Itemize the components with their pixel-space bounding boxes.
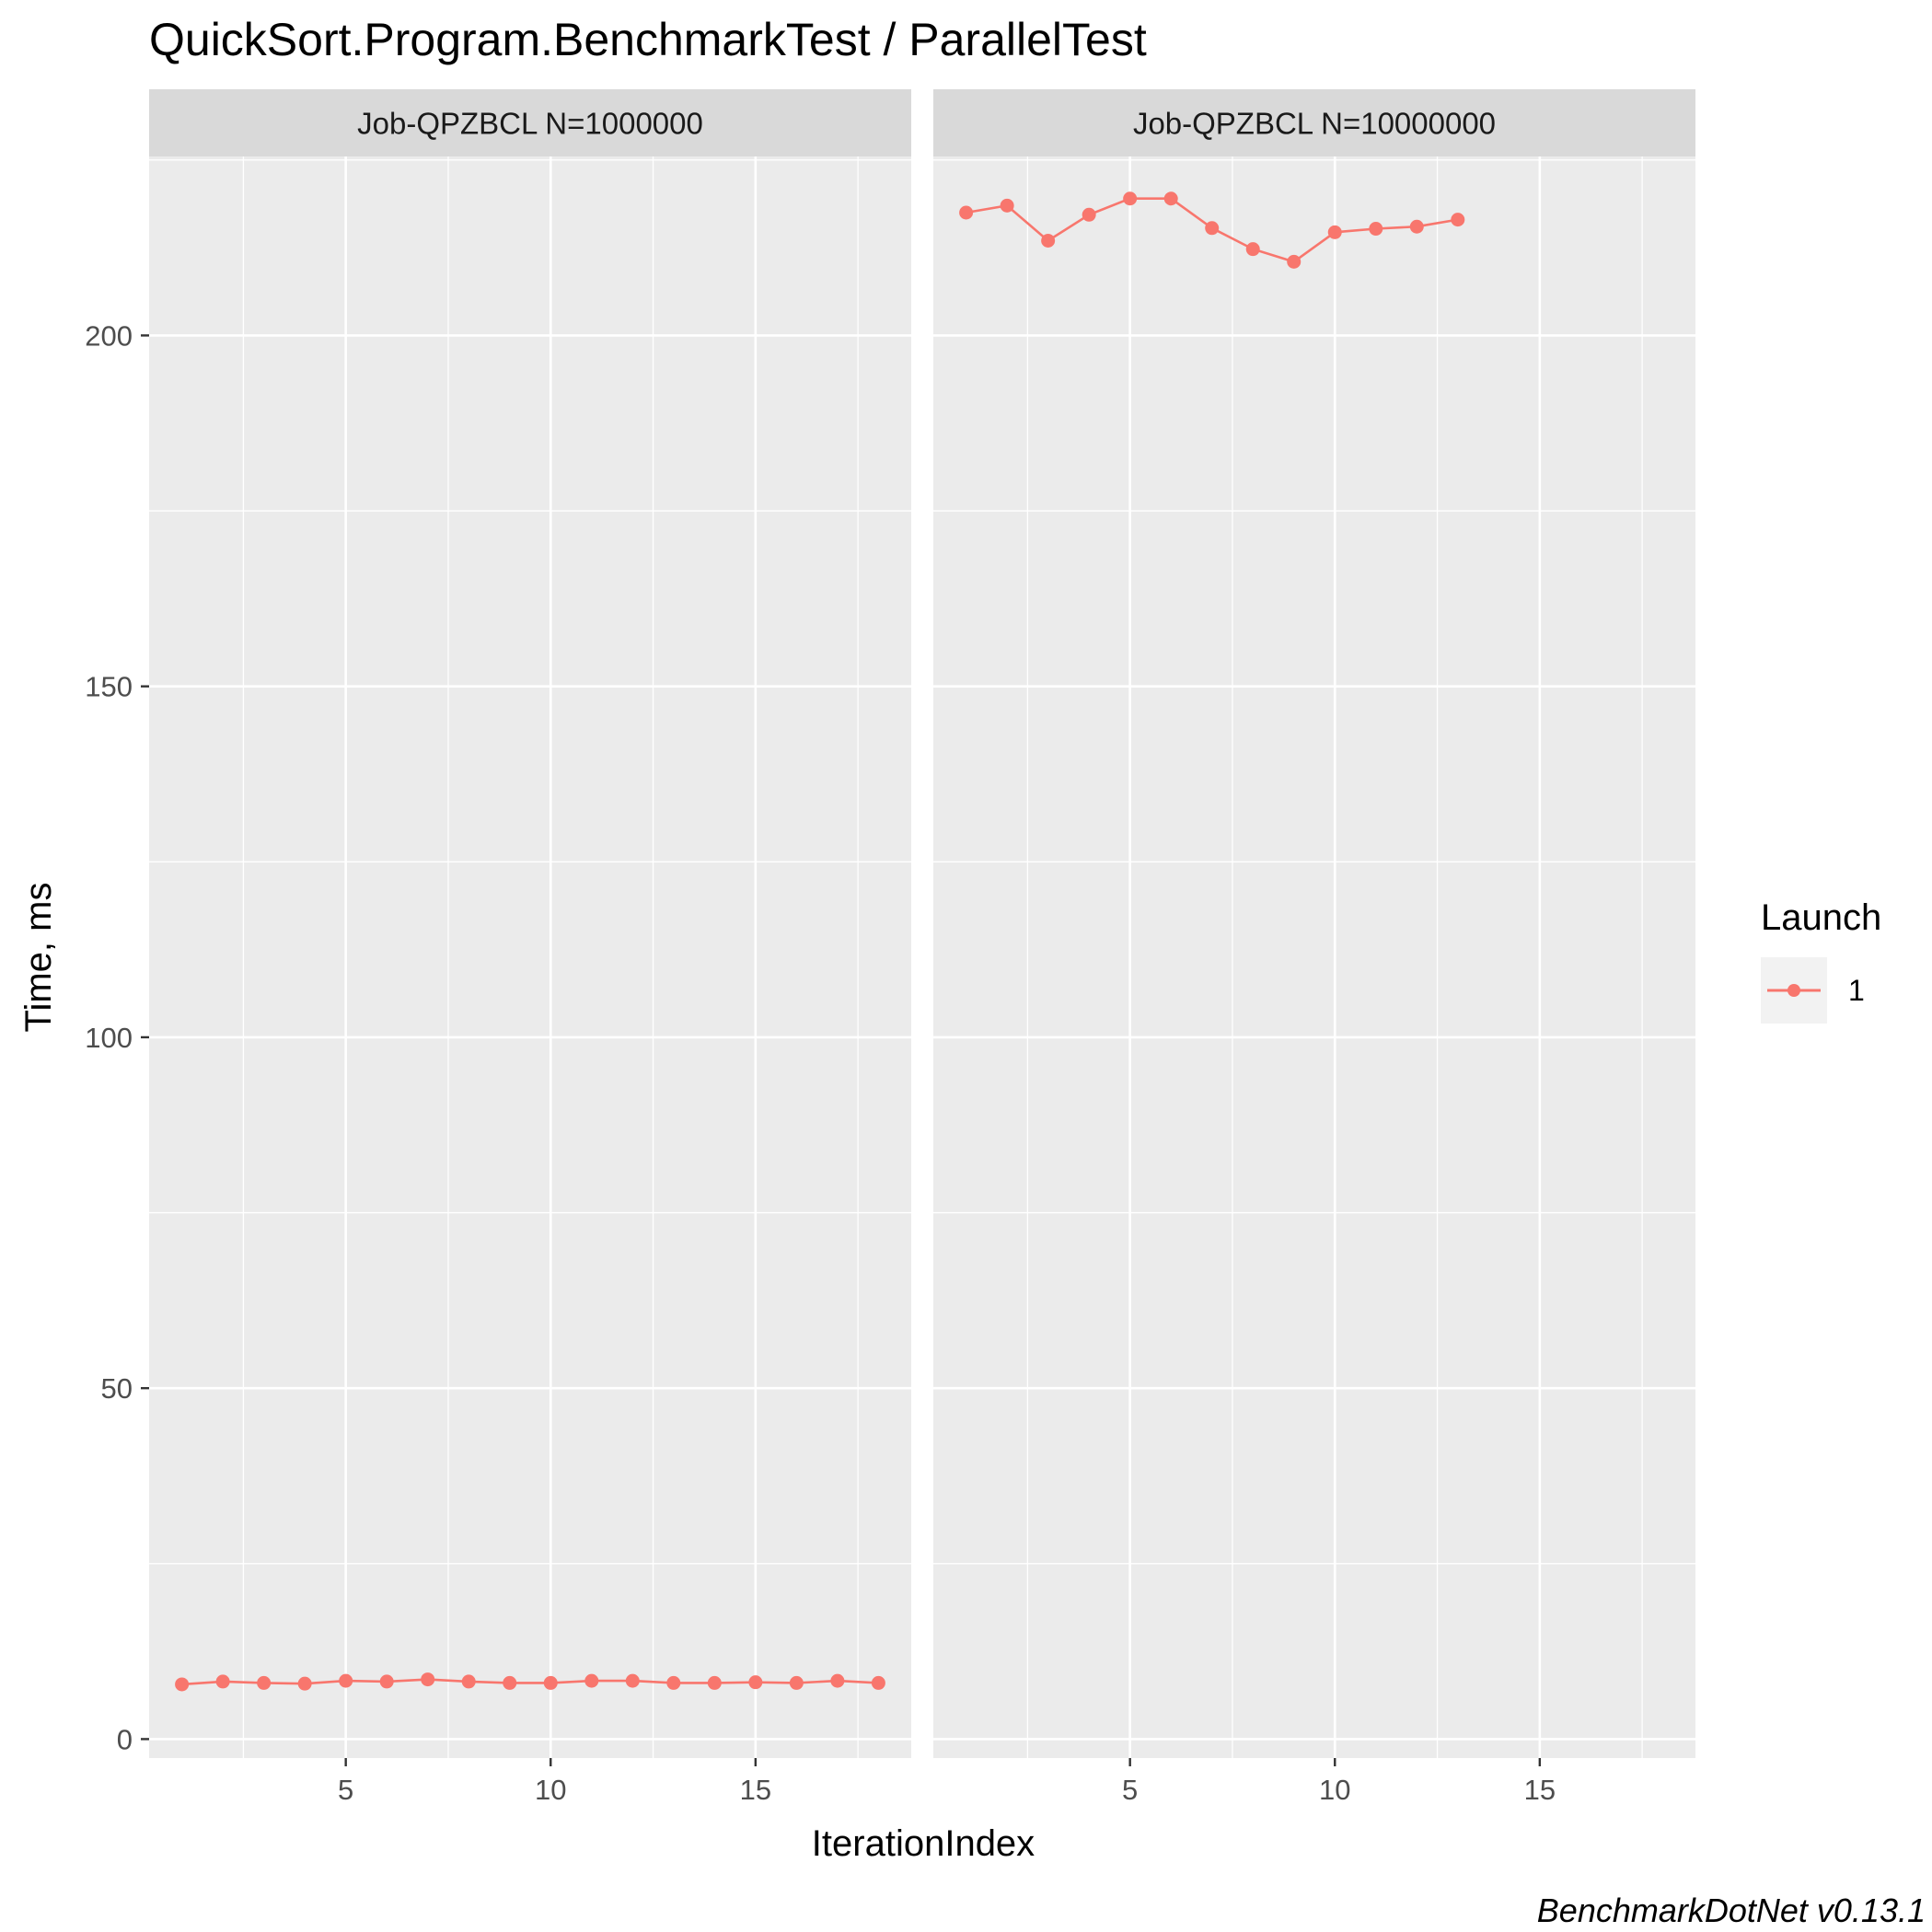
- data-point: [543, 1675, 558, 1690]
- legend-title: Launch: [1761, 897, 1881, 938]
- panel-background: [149, 156, 911, 1758]
- data-point: [959, 205, 974, 220]
- data-point: [871, 1675, 885, 1690]
- data-point: [1082, 207, 1096, 222]
- facet-strip: [933, 89, 1695, 156]
- x-tick-label: 10: [535, 1774, 566, 1806]
- legend-label-1: 1: [1848, 974, 1865, 1007]
- data-point: [503, 1675, 517, 1690]
- data-point: [257, 1675, 272, 1690]
- data-point: [1451, 213, 1465, 227]
- panel-background: [933, 156, 1695, 1758]
- legend-key-point: [1787, 984, 1800, 997]
- y-tick-label: 200: [85, 319, 133, 352]
- data-point: [625, 1673, 640, 1688]
- facet-strip: [149, 89, 911, 156]
- data-point: [461, 1674, 476, 1689]
- data-point: [584, 1673, 599, 1688]
- x-tick-label: 15: [1524, 1774, 1556, 1806]
- data-point: [666, 1675, 681, 1690]
- data-point: [1245, 242, 1260, 257]
- data-point: [339, 1673, 353, 1688]
- data-point: [1163, 191, 1178, 206]
- data-point: [1327, 225, 1342, 239]
- data-point: [1205, 221, 1220, 236]
- y-tick-label: 150: [85, 671, 133, 703]
- data-point: [1041, 233, 1056, 248]
- x-axis-title: IterationIndex: [812, 1823, 1035, 1864]
- x-tick-label: 5: [338, 1774, 353, 1806]
- data-point: [215, 1674, 230, 1689]
- facet-strip-label: Job-QPZBCL N=1000000: [357, 107, 703, 141]
- facet-panel-2: Job-QPZBCL N=10000000 5 10 15: [933, 89, 1695, 1806]
- y-axis-title: Time, ms: [18, 883, 59, 1033]
- data-point: [789, 1675, 804, 1690]
- data-point: [379, 1674, 394, 1689]
- caption: BenchmarkDotNet v0.13.1: [1537, 1892, 1926, 1929]
- x-tick-label: 10: [1319, 1774, 1350, 1806]
- data-point: [421, 1672, 435, 1687]
- data-point: [830, 1673, 845, 1688]
- x-tick-label: 5: [1122, 1774, 1138, 1806]
- y-tick-label: 0: [117, 1723, 133, 1755]
- data-point: [1123, 191, 1138, 206]
- x-tick-label: 15: [740, 1774, 771, 1806]
- data-point: [748, 1675, 763, 1690]
- data-point: [1000, 198, 1014, 213]
- y-tick-label: 50: [101, 1372, 133, 1405]
- data-point: [1409, 219, 1424, 234]
- data-point: [1287, 254, 1301, 269]
- y-tick-label: 100: [85, 1022, 133, 1054]
- data-point: [297, 1676, 312, 1691]
- chart-title: QuickSort.Program.BenchmarkTest / Parall…: [149, 14, 1147, 65]
- data-point: [1369, 222, 1383, 237]
- data-point: [175, 1677, 190, 1692]
- facet-strip-label: Job-QPZBCL N=10000000: [1133, 107, 1496, 141]
- legend: Launch 1: [1761, 897, 1881, 1024]
- data-point: [707, 1675, 722, 1690]
